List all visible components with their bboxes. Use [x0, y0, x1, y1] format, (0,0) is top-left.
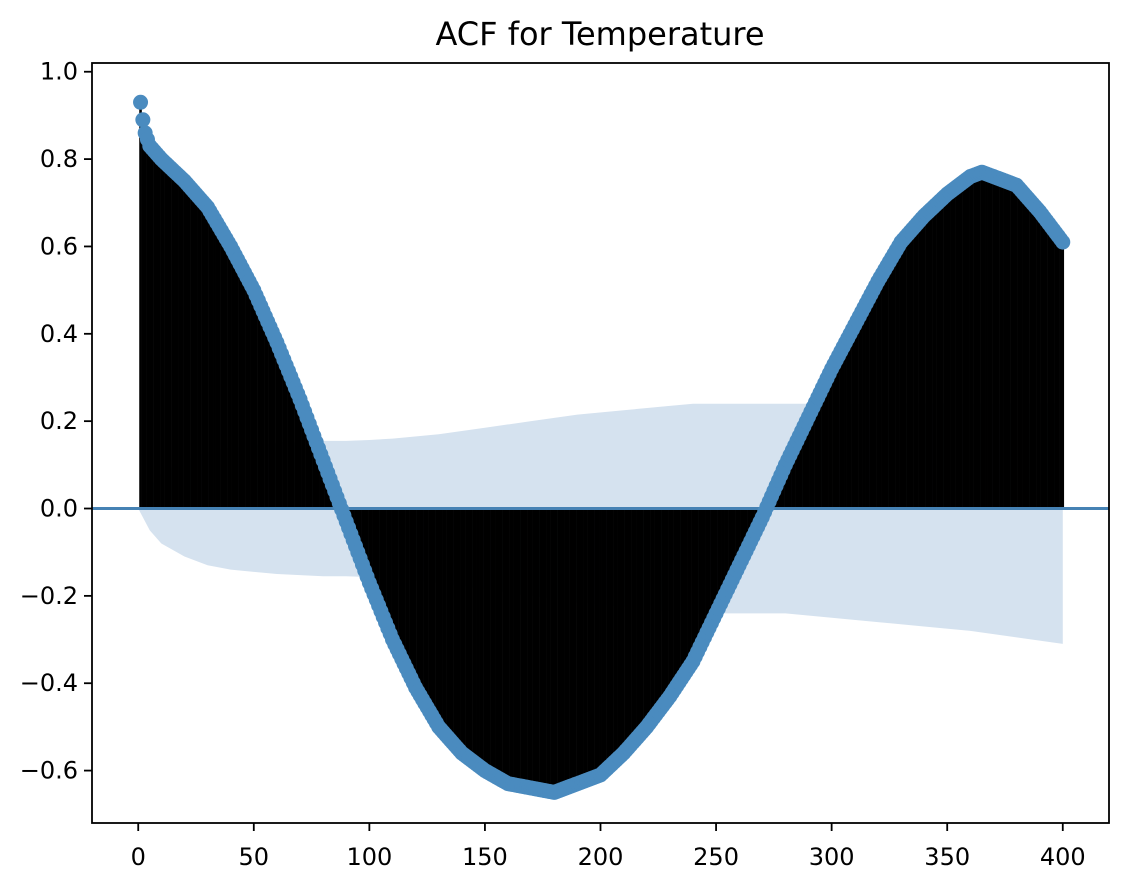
y-axis: 1.0 0.8 0.6 0.4 0.2 0.0 −0.2 −0.4 −0.6 — [20, 58, 92, 785]
acf-points-layer — [133, 94, 1071, 800]
x-tick-label: 250 — [693, 843, 739, 871]
acf-point — [135, 112, 151, 128]
x-tick-label: 150 — [462, 843, 508, 871]
y-tick-label: −0.2 — [20, 582, 78, 610]
x-tick-label: 0 — [131, 843, 146, 871]
x-tick-label: 100 — [346, 843, 392, 871]
x-tick-label: 50 — [239, 843, 270, 871]
y-tick-label: 0.4 — [40, 320, 78, 348]
x-tick-label: 400 — [1040, 843, 1086, 871]
x-tick-label: 350 — [924, 843, 970, 871]
y-tick-label: 0.6 — [40, 232, 78, 260]
x-tick-label: 300 — [809, 843, 855, 871]
x-tick-label: 200 — [578, 843, 624, 871]
y-tick-label: 0.2 — [40, 407, 78, 435]
acf-point — [133, 94, 149, 110]
y-tick-label: 1.0 — [40, 58, 78, 86]
acf-point — [1055, 234, 1071, 250]
chart-title: ACF for Temperature — [435, 15, 764, 53]
y-tick-label: 0.8 — [40, 145, 78, 173]
x-axis: 0 50 100 150 200 250 300 350 400 — [131, 823, 1086, 871]
y-tick-label: −0.6 — [20, 757, 78, 785]
y-tick-label: −0.4 — [20, 669, 78, 697]
y-tick-label: 0.0 — [40, 495, 78, 523]
